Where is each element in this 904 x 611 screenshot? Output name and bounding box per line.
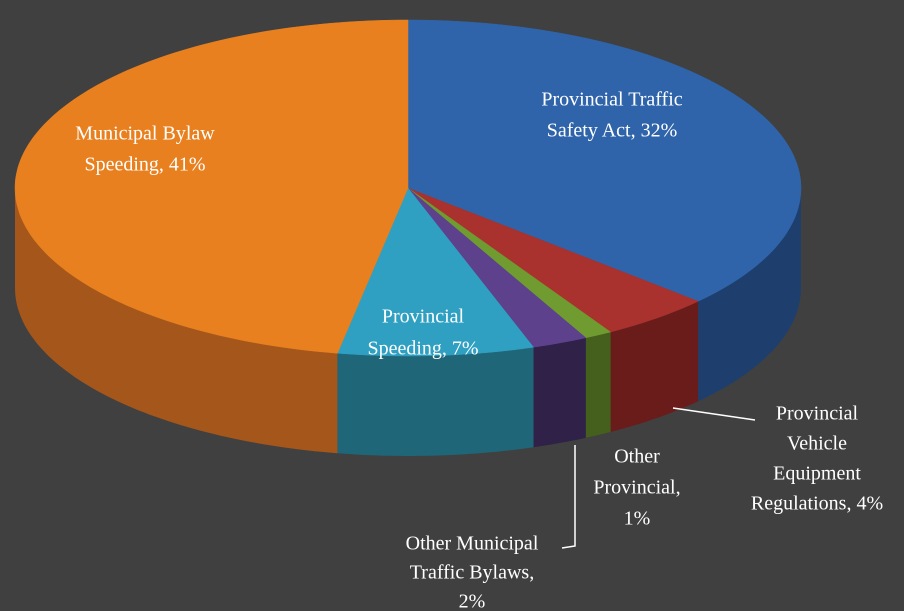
data-label: Provincial [776, 403, 859, 425]
pie-side [533, 337, 586, 448]
pie-side [337, 347, 534, 456]
data-label: Equipment [773, 463, 861, 485]
pie [14, 19, 802, 456]
leader-line [561, 445, 576, 549]
pie-slice [337, 187, 534, 357]
pie-side [15, 188, 338, 454]
data-label: Provincial Traffic [541, 89, 682, 111]
data-label: 2% [459, 591, 486, 611]
data-label: Other [614, 446, 660, 468]
pie-slice [407, 187, 699, 333]
data-label: Speeding, 41% [84, 154, 205, 176]
pie-side [585, 332, 611, 438]
pie-slice [407, 187, 587, 348]
data-label: 1% [624, 508, 651, 530]
data-label: Provincial, [593, 477, 680, 499]
data-label: Vehicle [787, 433, 847, 455]
data-label: Other Municipal [406, 533, 539, 555]
data-label: Speeding, 7% [367, 338, 478, 360]
data-label: Traffic Bylaws, [410, 562, 534, 584]
leader-line [672, 407, 756, 421]
pie-side [610, 301, 699, 432]
labels: Provincial Traffic Safety Act, 32% Provinc… [75, 89, 883, 611]
data-label: Provincial [382, 306, 465, 328]
pie-side [698, 188, 801, 402]
data-label: Regulations, 4% [751, 493, 883, 515]
pie-slice [14, 19, 409, 354]
data-label: Safety Act, 32% [547, 120, 678, 142]
pie-slice [407, 19, 802, 302]
data-label: Municipal Bylaw [75, 123, 215, 145]
